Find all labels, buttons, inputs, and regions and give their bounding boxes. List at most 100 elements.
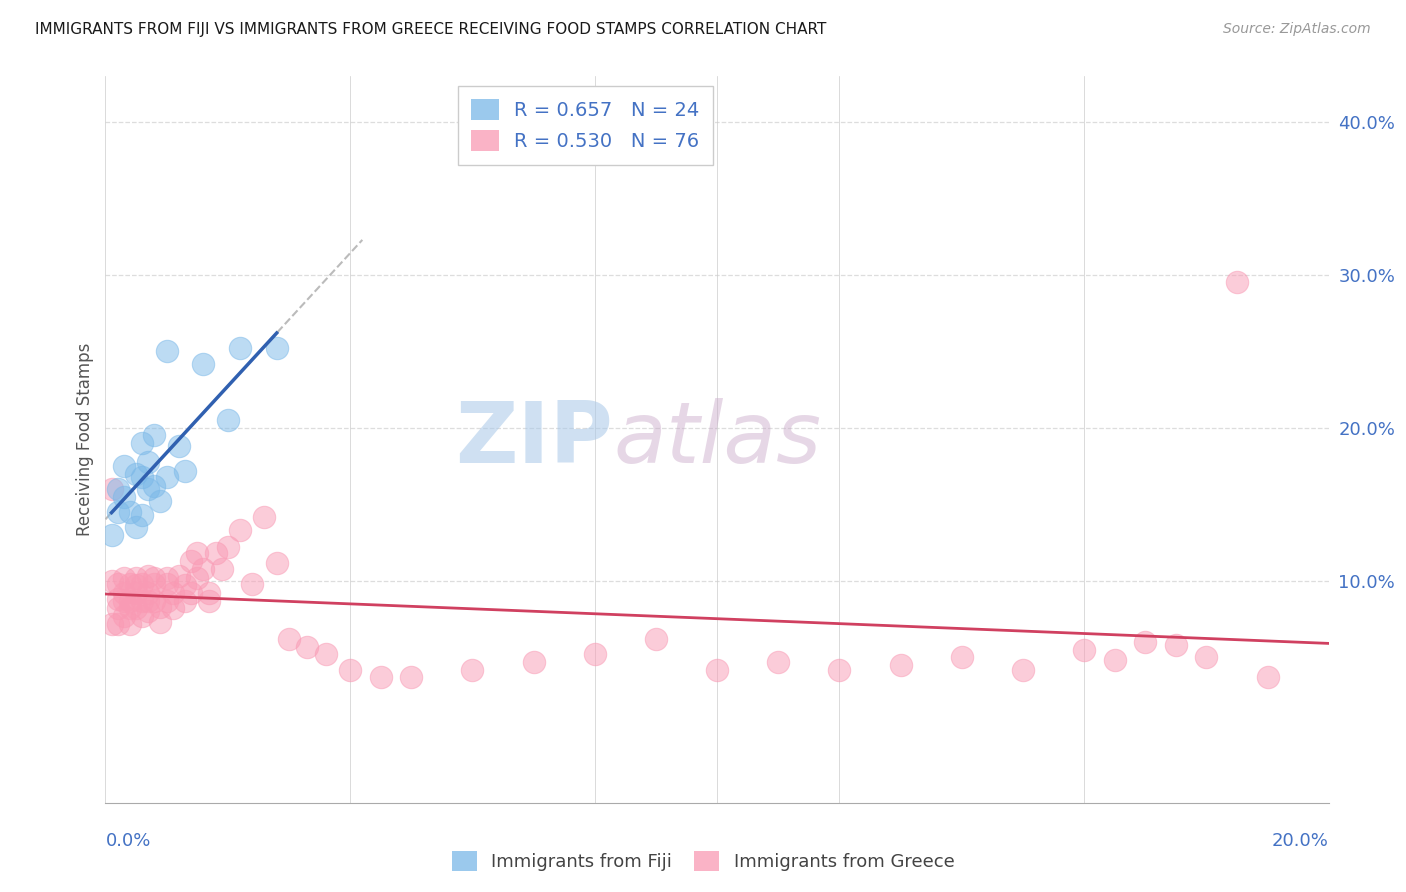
Point (229, 341, 252, 355)
Point (112, 459, 135, 474)
Point (125, 520, 148, 534)
Point (162, 601, 184, 615)
Point (100, 616, 122, 631)
Point (461, 663, 484, 677)
Point (136, 605, 159, 619)
Point (112, 571, 135, 585)
Point (155, 571, 177, 585)
Point (193, 561, 215, 575)
Text: IMMIGRANTS FROM FIJI VS IMMIGRANTS FROM GREECE RECEIVING FOOD STAMPS CORRELATION: IMMIGRANTS FROM FIJI VS IMMIGRANTS FROM … (35, 22, 827, 37)
Point (1133, 635, 1156, 649)
Point (644, 632, 666, 646)
Point (112, 594, 135, 608)
Point (1226, 276, 1249, 290)
Point (297, 640, 319, 654)
Point (131, 609, 153, 624)
Point (125, 571, 148, 585)
Point (118, 616, 141, 631)
Point (217, 540, 239, 554)
Point (315, 648, 337, 662)
Text: Source: ZipAtlas.com: Source: ZipAtlas.com (1223, 22, 1371, 37)
Point (277, 632, 299, 646)
Point (889, 658, 911, 673)
Point (107, 616, 129, 631)
Point (100, 482, 122, 496)
Point (107, 592, 129, 607)
Point (174, 464, 197, 478)
Point (339, 663, 361, 677)
Point (211, 561, 233, 575)
Point (125, 586, 148, 600)
Point (180, 554, 202, 568)
Point (112, 490, 135, 504)
Point (186, 546, 208, 560)
Point (118, 505, 141, 519)
Point (217, 413, 239, 427)
Point (193, 357, 215, 371)
Point (136, 586, 159, 600)
Point (186, 571, 208, 585)
Point (198, 586, 221, 600)
Point (136, 454, 159, 468)
Point (266, 341, 288, 355)
Point (118, 577, 141, 591)
Point (143, 479, 166, 493)
Point (143, 594, 166, 608)
Point (1011, 663, 1033, 677)
Legend: Immigrants from Fiji, Immigrants from Greece: Immigrants from Fiji, Immigrants from Gr… (444, 844, 962, 879)
Point (136, 482, 159, 496)
Point (143, 428, 166, 442)
Point (198, 594, 221, 608)
Point (167, 439, 190, 453)
Point (112, 586, 135, 600)
Point (143, 577, 166, 591)
Text: atlas: atlas (613, 398, 821, 481)
Point (100, 528, 122, 542)
Point (180, 586, 202, 600)
Point (399, 670, 422, 684)
Point (1104, 653, 1126, 667)
Point (1073, 642, 1095, 657)
Point (131, 577, 153, 591)
Point (143, 571, 166, 585)
Point (112, 609, 135, 624)
Point (828, 663, 851, 677)
Text: ZIP: ZIP (456, 398, 613, 481)
Point (131, 470, 153, 484)
Point (125, 601, 148, 615)
Point (136, 569, 159, 583)
Point (1164, 638, 1187, 652)
Point (125, 467, 148, 481)
Point (155, 577, 177, 591)
Point (149, 599, 172, 614)
Point (240, 577, 263, 591)
Point (155, 594, 177, 608)
Text: 0.0%: 0.0% (105, 832, 150, 850)
Point (125, 578, 148, 592)
Point (149, 615, 172, 630)
Point (523, 655, 546, 669)
Point (162, 586, 184, 600)
Point (174, 594, 197, 608)
Point (118, 594, 141, 608)
Point (136, 594, 159, 608)
Point (1195, 650, 1218, 665)
Point (107, 577, 129, 591)
Point (131, 436, 153, 450)
Point (1256, 670, 1278, 684)
Point (266, 556, 288, 570)
Point (155, 344, 177, 359)
Point (768, 655, 790, 669)
Point (100, 574, 122, 588)
Point (167, 569, 190, 583)
Point (583, 648, 606, 662)
Point (950, 650, 973, 665)
Point (229, 524, 252, 538)
Point (155, 470, 177, 484)
Point (107, 482, 129, 496)
Point (204, 546, 226, 560)
Y-axis label: Receiving Food Stamps: Receiving Food Stamps (76, 343, 94, 536)
Point (706, 663, 728, 677)
Point (149, 494, 172, 508)
Point (253, 509, 276, 524)
